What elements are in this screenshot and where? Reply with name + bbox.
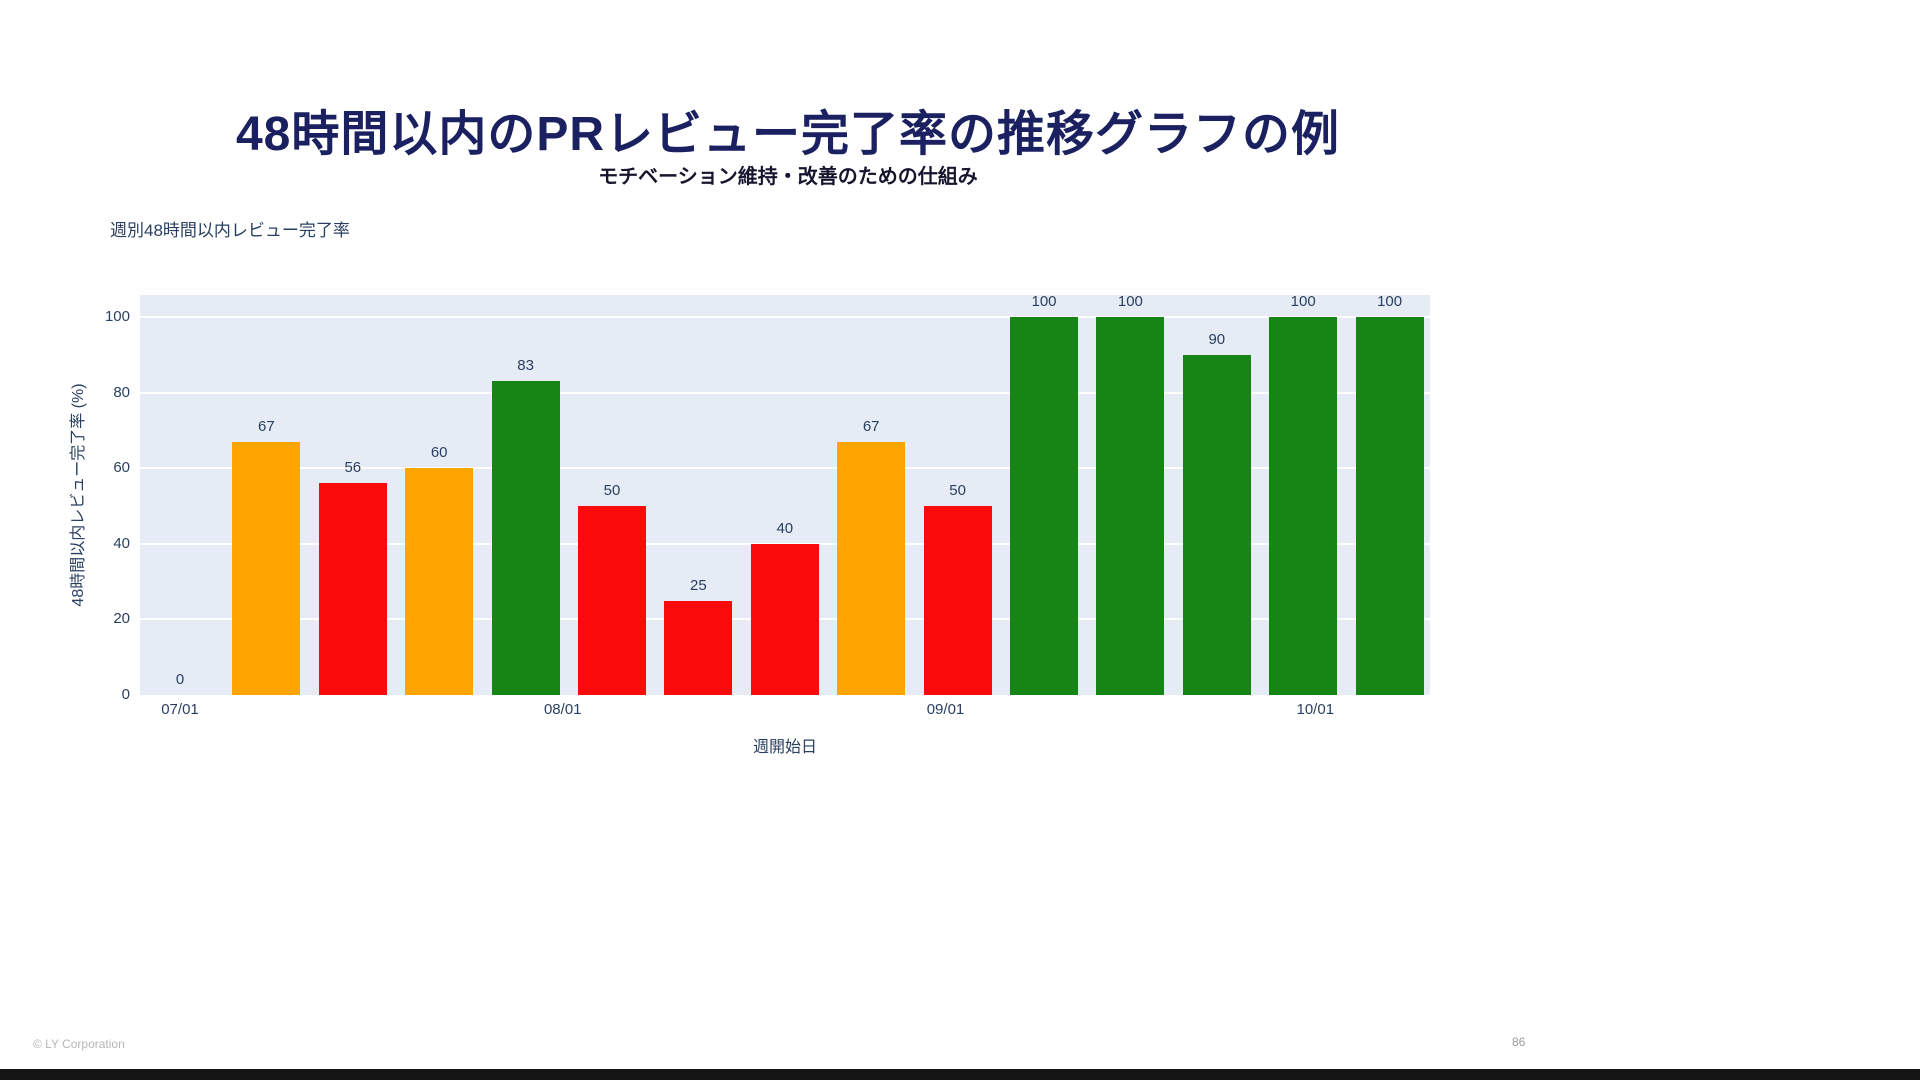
chart-title: 週別48時間以内レビュー完了率 [110, 221, 350, 240]
bar [232, 441, 301, 695]
bar [405, 468, 474, 695]
bar-value-label: 83 [517, 357, 534, 375]
gridline [140, 391, 1430, 394]
x-tick-label: 10/01 [1296, 701, 1335, 718]
x-tick-label: 09/01 [926, 701, 965, 718]
x-tick-label: 08/01 [543, 701, 582, 718]
bar-value-label: 60 [430, 444, 448, 462]
bottom-strip [0, 1069, 1920, 1080]
y-tick-label: 40 [113, 534, 130, 552]
slide-title: 48時間以内のPRレビュー完了率の推移グラフの例 [235, 108, 1341, 162]
bar [1096, 317, 1165, 695]
bar-value-label: 50 [949, 482, 966, 499]
bar-value-label: 0 [175, 671, 185, 688]
y-tick-label: 60 [113, 459, 130, 477]
plot-area: 0 67 56 60 83 50 25 40 67 50 100 100 90 100 100 [140, 295, 1430, 695]
bar-value-label: 100 [1290, 295, 1316, 310]
footer-page-number: 86 [1512, 1035, 1526, 1049]
bar-value-label: 100 [1031, 295, 1057, 310]
bar-value-label: 100 [1117, 295, 1143, 310]
bar-value-label: 50 [603, 482, 621, 499]
y-tick-label: 80 [113, 383, 130, 401]
y-tick-label: 100 [104, 308, 130, 325]
bar-value-label: 100 [1377, 295, 1403, 310]
bar-value-label: 90 [1208, 330, 1226, 348]
bar [837, 441, 906, 695]
y-tick-label: 0 [121, 686, 130, 703]
slide-subtitle: モチベーション維持・改善のための仕組み [598, 166, 978, 188]
bar-value-label: 40 [776, 519, 794, 537]
bar [1355, 317, 1424, 695]
bar [318, 483, 387, 695]
bar [923, 506, 992, 695]
bar [664, 600, 733, 695]
y-tick-label: 20 [113, 610, 130, 628]
bar [578, 506, 646, 695]
gridline [140, 316, 1430, 318]
y-axis-title: 48時間以内レビュー完了率 (%) [70, 383, 87, 607]
bar [491, 381, 560, 695]
bar [1269, 317, 1338, 695]
bar-value-label: 67 [862, 417, 880, 435]
bar [1010, 317, 1078, 695]
x-axis-title: 週開始日 [752, 739, 817, 756]
footer-copyright: © LY Corporation [33, 1037, 125, 1051]
bar-value-label: 25 [690, 576, 707, 594]
bar [1182, 354, 1251, 695]
gridline [140, 467, 1430, 470]
bar-value-label: 67 [258, 417, 275, 435]
bar-value-label: 56 [344, 459, 362, 477]
bar [750, 543, 819, 695]
x-tick-label: 07/01 [161, 701, 199, 718]
chart-area: 48時間以内レビュー完了率 (%) 0 67 56 60 83 50 25 40 67 50 100… [70, 295, 1430, 756]
